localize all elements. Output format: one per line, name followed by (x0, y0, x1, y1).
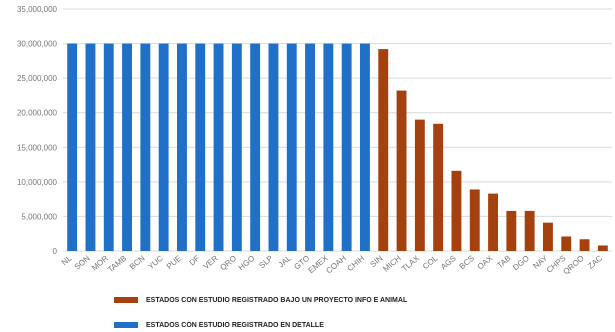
y-tick-label: 15,000,000 (17, 143, 58, 152)
bar (122, 43, 132, 252)
bar (158, 43, 169, 252)
x-tick-label: YUC (146, 253, 165, 271)
x-tick-label: HGO (237, 254, 257, 273)
bar (268, 43, 279, 252)
x-tick-label: BCS (458, 254, 476, 271)
y-tick-label: 0 (53, 247, 58, 256)
bar (433, 123, 444, 251)
x-tick-label: DF (188, 254, 202, 268)
legend-label: ESTADOS CON ESTUDIO REGISTRADO BAJO UN P… (146, 297, 408, 304)
x-tick-label: QRO (218, 254, 238, 273)
x-tick-label: ZAC (586, 253, 604, 270)
x-tick-label: TLAX (400, 253, 422, 273)
bar (579, 239, 590, 251)
bar (396, 90, 407, 252)
x-tick-label: MICH (381, 254, 403, 274)
x-tick-label: OAX (476, 253, 495, 271)
bar (140, 43, 151, 252)
y-tick-label: 10,000,000 (17, 178, 58, 187)
bar (506, 210, 517, 251)
bar (488, 193, 498, 251)
bar (85, 43, 96, 252)
x-tick-label: AGS (439, 254, 458, 272)
bar (231, 43, 242, 252)
x-tick-label: COL (421, 253, 440, 271)
x-tick-label: SON (73, 253, 92, 271)
y-tick-label: 30,000,000 (17, 40, 58, 49)
bar (341, 43, 352, 252)
legend-swatch (114, 297, 138, 303)
bar (543, 222, 553, 251)
bar (323, 43, 334, 252)
x-tick-label: CHIH (345, 253, 366, 273)
x-tick-label: TAB (495, 254, 512, 271)
x-tick-label: JAL (277, 253, 294, 269)
x-tick-label: SLP (257, 254, 274, 271)
x-tick-label: BCN (128, 253, 147, 271)
bar (597, 245, 608, 251)
y-tick-label: 5,000,000 (21, 212, 57, 221)
bar (213, 43, 224, 252)
bar (67, 43, 78, 252)
x-tick-label: VER (201, 253, 220, 271)
x-tick-label: PUE (165, 254, 183, 271)
bar (524, 210, 535, 251)
bar (286, 43, 297, 252)
bar (469, 189, 480, 251)
bar (378, 49, 389, 251)
bar (360, 43, 370, 252)
x-tick-label: DGO (511, 254, 531, 273)
x-tick-label: QROO (561, 254, 586, 277)
y-tick-label: 35,000,000 (17, 5, 58, 14)
bar (561, 236, 572, 251)
bar (414, 119, 425, 251)
bar (177, 43, 187, 252)
bar (250, 43, 261, 252)
bar (195, 43, 206, 252)
bar (451, 170, 462, 251)
x-tick-label: COAH (324, 254, 348, 276)
legend-label: ESTADOS CON ESTUDIO REGISTRADO EN DETALL… (146, 322, 324, 329)
bar (305, 43, 315, 252)
legend-swatch (114, 322, 138, 328)
y-tick-label: 20,000,000 (17, 109, 58, 118)
x-tick-label: TAMB (106, 254, 128, 275)
bar (103, 43, 114, 252)
y-tick-label: 25,000,000 (17, 74, 58, 83)
